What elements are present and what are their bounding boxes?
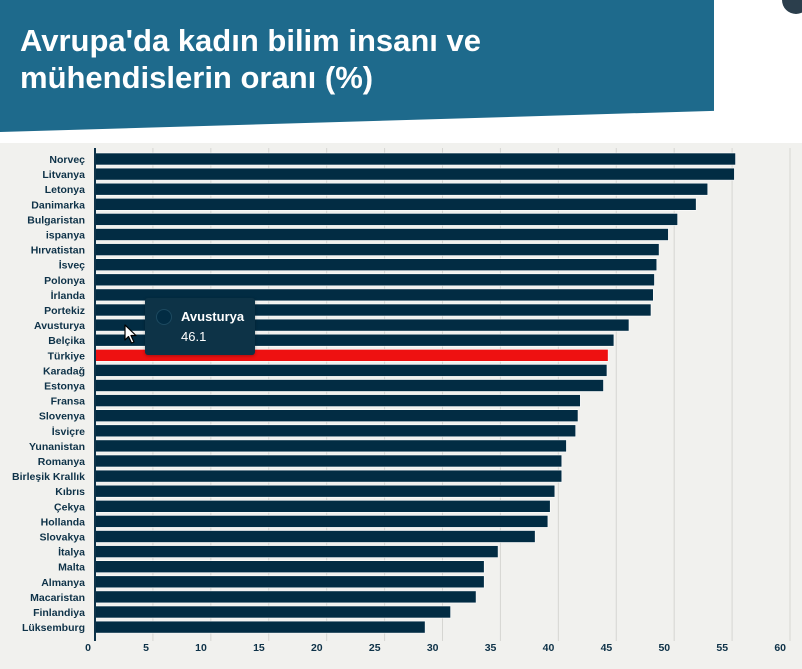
bar bbox=[94, 409, 579, 423]
category-label: İrlanda bbox=[51, 289, 86, 302]
chart-panel: Norveç Litvanya Letonya Danimarka Bulgarista… bbox=[0, 143, 802, 669]
bar bbox=[94, 605, 451, 619]
x-tick-label: 50 bbox=[658, 642, 670, 654]
x-tick-label: 60 bbox=[774, 642, 786, 654]
x-tick-label: 45 bbox=[601, 642, 613, 654]
category-label: Yunanistan bbox=[29, 441, 85, 453]
x-tick-label: 40 bbox=[543, 642, 555, 654]
category-label: Hırvatistan bbox=[31, 245, 85, 257]
category-label: Danimarka bbox=[31, 199, 85, 211]
x-tick-label: 0 bbox=[85, 642, 91, 654]
bar bbox=[94, 590, 477, 604]
bar bbox=[94, 484, 556, 498]
category-label: İsviçre bbox=[52, 425, 85, 438]
category-label: Bulgaristan bbox=[27, 214, 85, 226]
category-label: Lüksemburg bbox=[22, 622, 85, 634]
bar bbox=[94, 560, 485, 574]
bar-chart: Norveç Litvanya Letonya Danimarka Bulgarista… bbox=[12, 148, 791, 654]
category-label: Kıbrıs bbox=[55, 486, 85, 498]
x-tick-label: 55 bbox=[716, 642, 728, 654]
bar bbox=[94, 515, 549, 528]
series-marker-icon bbox=[156, 309, 172, 325]
category-label: İtalya bbox=[58, 546, 85, 559]
bar bbox=[94, 228, 669, 241]
category-label: Portekiz bbox=[44, 305, 85, 317]
category-label: Belçika bbox=[48, 335, 85, 347]
category-label: Macaristan bbox=[30, 592, 85, 604]
category-label: Finlandiya bbox=[33, 607, 85, 619]
tooltip-value: 46.1 bbox=[181, 329, 207, 344]
category-label: Birleşik Krallık bbox=[12, 471, 85, 483]
bar bbox=[94, 213, 678, 226]
category-label: Norveç bbox=[49, 154, 85, 166]
category-label: Türkiye bbox=[48, 350, 86, 362]
bar bbox=[94, 364, 608, 377]
bar bbox=[94, 454, 563, 468]
category-label: Romanya bbox=[38, 456, 85, 468]
title-banner bbox=[0, 0, 714, 132]
bar bbox=[94, 243, 660, 256]
category-label: Fransa bbox=[51, 396, 86, 408]
bar bbox=[94, 273, 655, 287]
bar bbox=[94, 499, 551, 513]
bar bbox=[94, 182, 709, 196]
x-tick-label: 25 bbox=[369, 642, 381, 654]
x-tick-label: 30 bbox=[427, 642, 439, 654]
bar bbox=[94, 379, 604, 392]
category-label: Malta bbox=[58, 562, 85, 574]
category-label: Estonya bbox=[44, 381, 85, 393]
bar bbox=[94, 545, 499, 558]
category-label: Almanya bbox=[41, 577, 85, 589]
category-label: Slovakya bbox=[39, 532, 85, 544]
mouse-cursor-icon bbox=[124, 324, 137, 344]
category-label: Karadağ bbox=[43, 365, 85, 377]
category-label: Çekya bbox=[54, 501, 85, 513]
bar bbox=[94, 424, 577, 438]
category-label: Avusturya bbox=[34, 320, 85, 332]
x-tick-label: 35 bbox=[485, 642, 497, 654]
page-title: Avrupa'da kadın bilim insanı ve mühendis… bbox=[20, 23, 482, 95]
x-tick-label: 20 bbox=[311, 642, 323, 654]
bar bbox=[94, 469, 563, 483]
category-label: Slovenya bbox=[39, 411, 85, 423]
bar bbox=[94, 258, 658, 271]
category-label: Hollanda bbox=[41, 516, 85, 528]
x-tick-label: 5 bbox=[143, 642, 149, 654]
bar bbox=[94, 620, 426, 634]
category-label: Litvanya bbox=[42, 169, 85, 181]
x-tick-label: 10 bbox=[195, 642, 207, 654]
category-label: ispanya bbox=[46, 230, 85, 242]
category-label: Letonya bbox=[45, 184, 85, 196]
x-tick-label: 15 bbox=[253, 642, 265, 654]
corner-button-icon[interactable] bbox=[782, 0, 802, 14]
bar bbox=[94, 575, 485, 589]
bar bbox=[94, 167, 735, 181]
tooltip-category: Avusturya bbox=[181, 309, 245, 324]
bar bbox=[94, 439, 567, 453]
bar bbox=[94, 394, 581, 407]
bar bbox=[94, 152, 736, 166]
chart-tooltip: Avusturya 46.1 bbox=[145, 298, 255, 355]
bar bbox=[94, 530, 536, 543]
category-label: Polonya bbox=[44, 275, 85, 287]
category-label: İsveç bbox=[59, 259, 85, 272]
bar bbox=[94, 197, 697, 211]
